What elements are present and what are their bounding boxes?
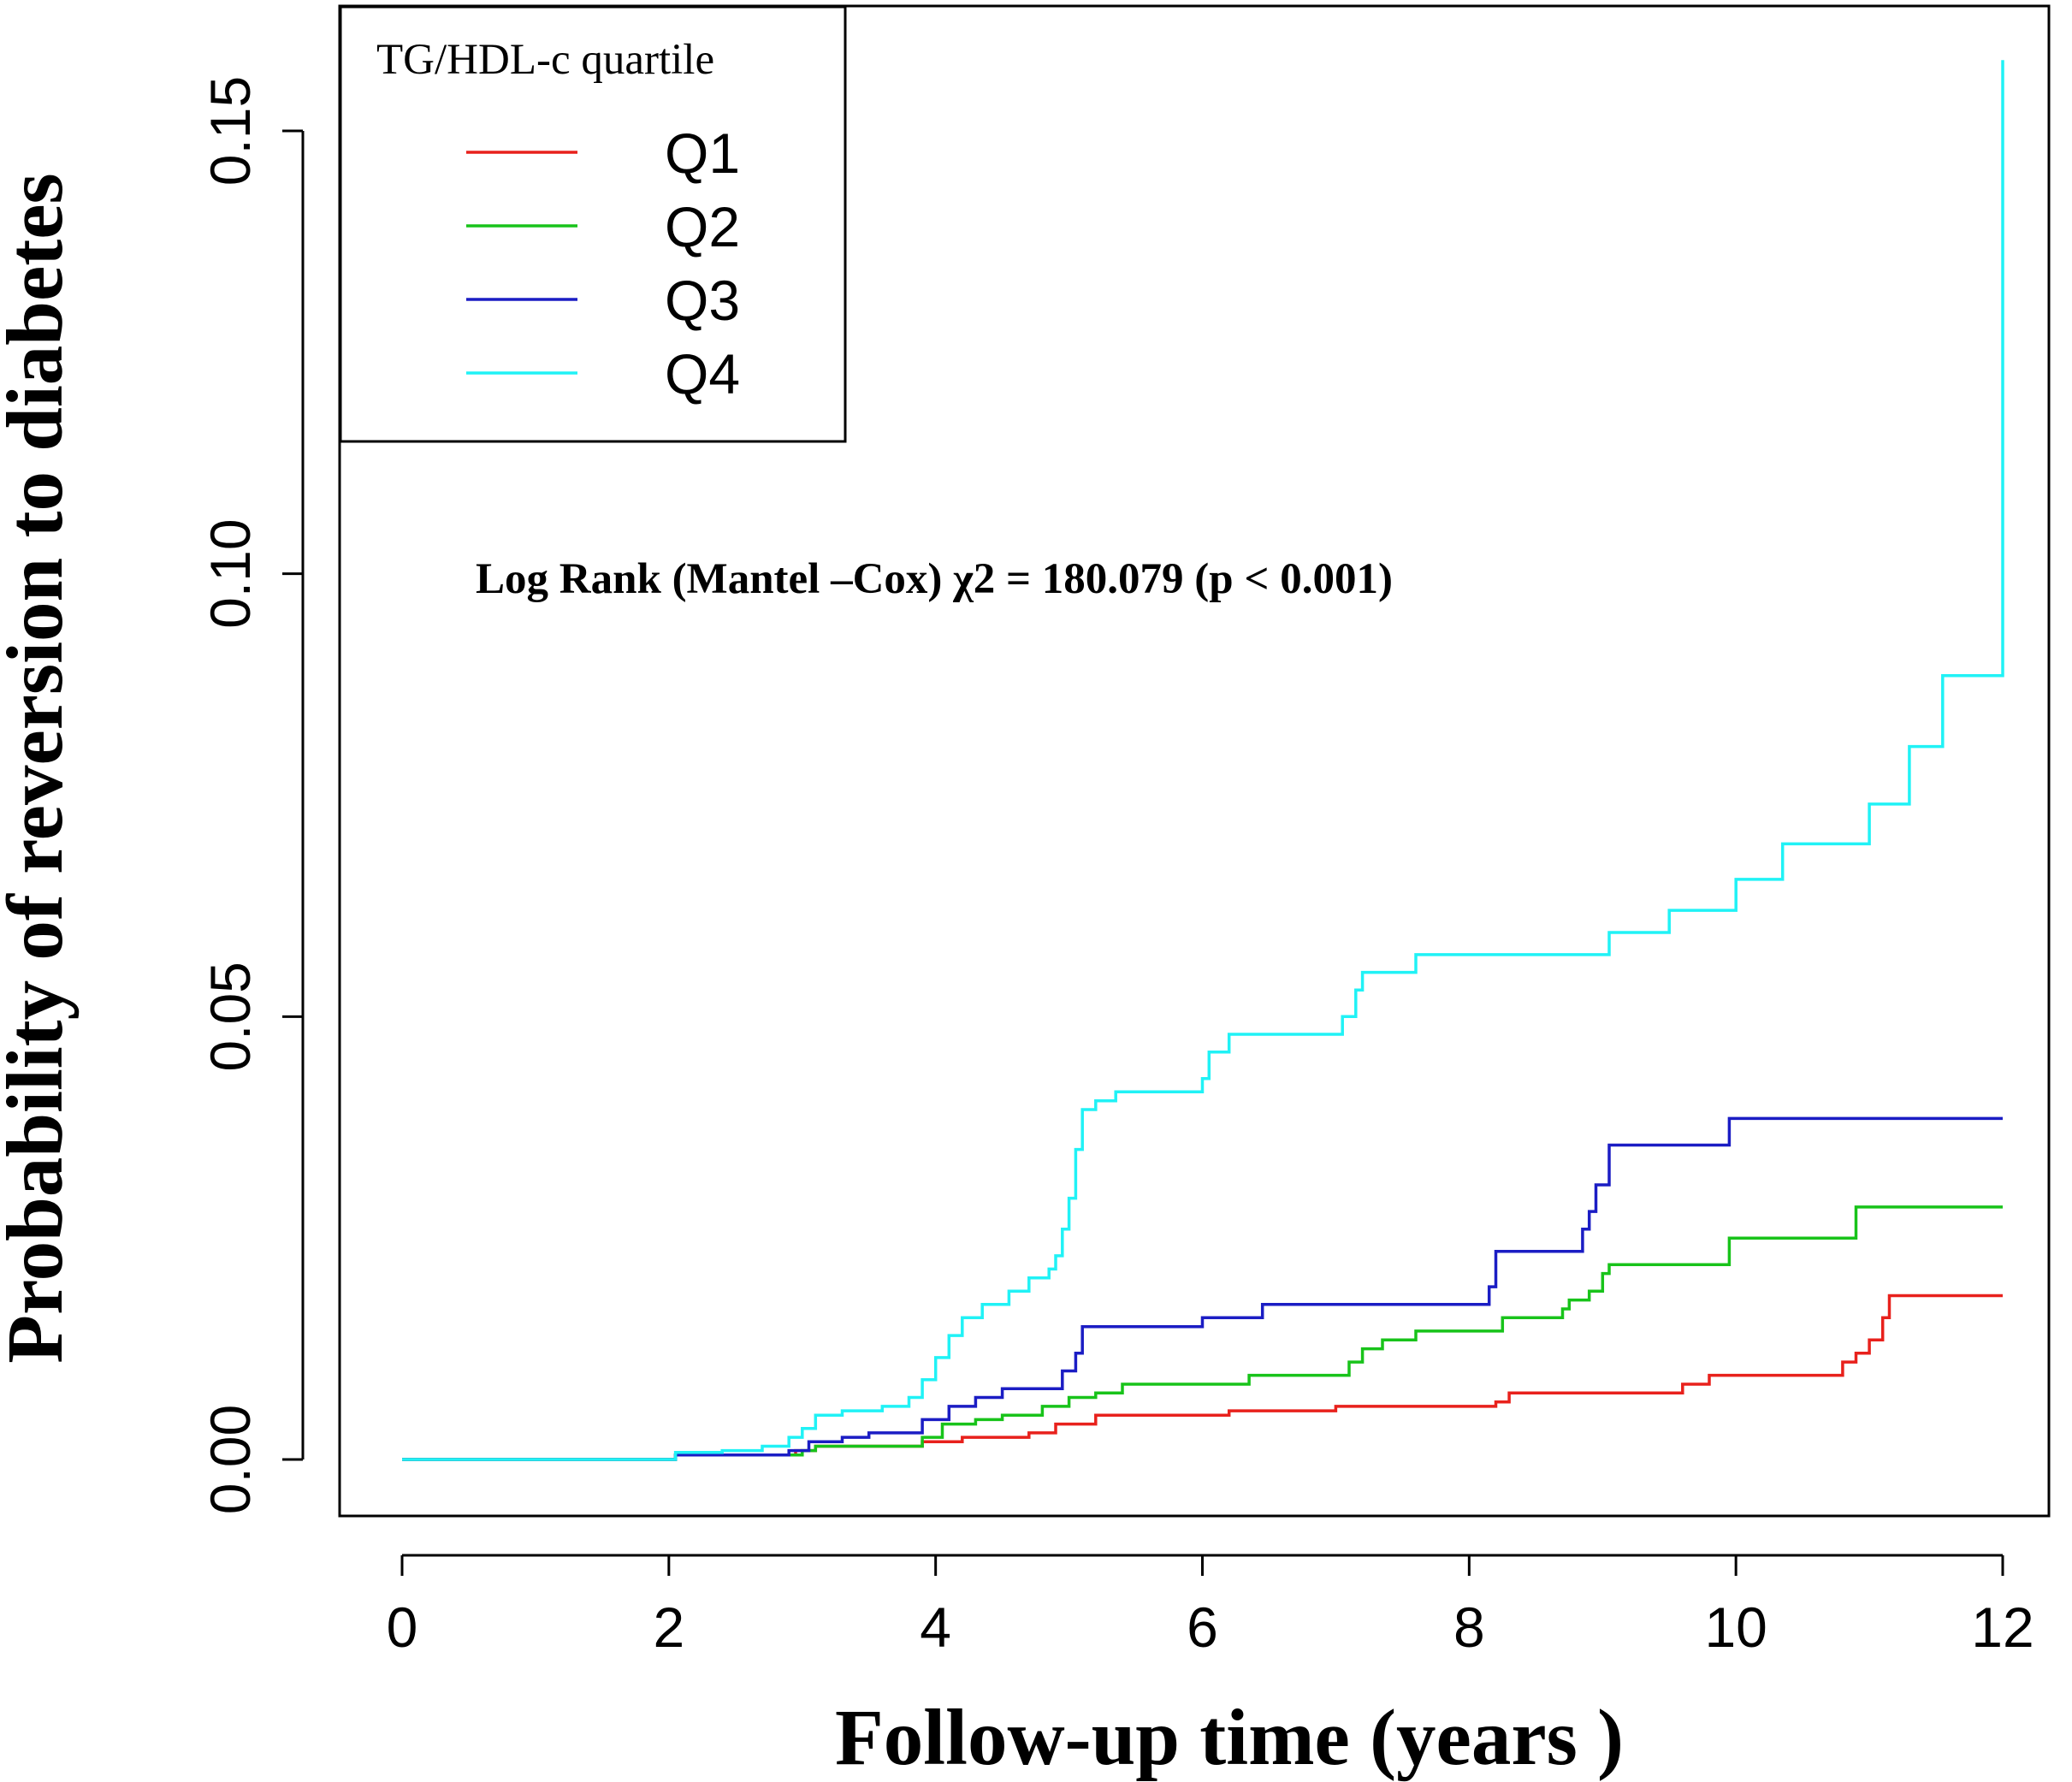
x-tick-label: 8 (1453, 1596, 1485, 1659)
x-axis-title: Follow-up time (years ) (835, 1694, 1624, 1782)
series-line-q4 (402, 60, 2004, 1461)
plot-frame (338, 4, 2051, 1518)
x-tick-label: 6 (1187, 1596, 1218, 1659)
legend-items: Q1 Q2 Q3 Q4 (466, 121, 740, 406)
x-tick-label: 0 (387, 1596, 418, 1659)
legend-label-q4: Q4 (665, 342, 740, 406)
legend-label-q3: Q3 (665, 269, 740, 332)
y-tick-label: 0.00 (198, 1405, 262, 1514)
series-line-q3 (402, 1116, 2003, 1461)
x-tick-label: 4 (920, 1596, 951, 1659)
log-rank-annotation: Log Rank (Mantel –Cox) χ2 = 180.079 (p <… (476, 555, 1393, 603)
x-tick-label: 12 (1971, 1596, 2034, 1659)
legend: TG/HDL-c quartile Q1 Q2 Q3 Q4 (339, 5, 847, 443)
legend-label-q1: Q1 (665, 121, 740, 185)
x-tick-label: 10 (1704, 1596, 1767, 1659)
legend-title: TG/HDL-c quartile (376, 36, 714, 84)
series-line-q2 (402, 1205, 2003, 1461)
y-axis: 0.00 0.05 0.10 0.15 (198, 76, 305, 1514)
y-tick-label: 0.05 (198, 962, 262, 1071)
series-group (402, 60, 2004, 1461)
legend-box (339, 5, 847, 443)
legend-label-q2: Q2 (665, 195, 740, 258)
y-axis-title: Probability of reversion to diabetes (0, 173, 80, 1363)
y-tick-label: 0.10 (198, 518, 262, 628)
x-tick-label: 2 (653, 1596, 684, 1659)
x-axis: 0 2 4 6 8 10 12 (387, 1554, 2034, 1659)
y-tick-label: 0.15 (198, 76, 262, 186)
